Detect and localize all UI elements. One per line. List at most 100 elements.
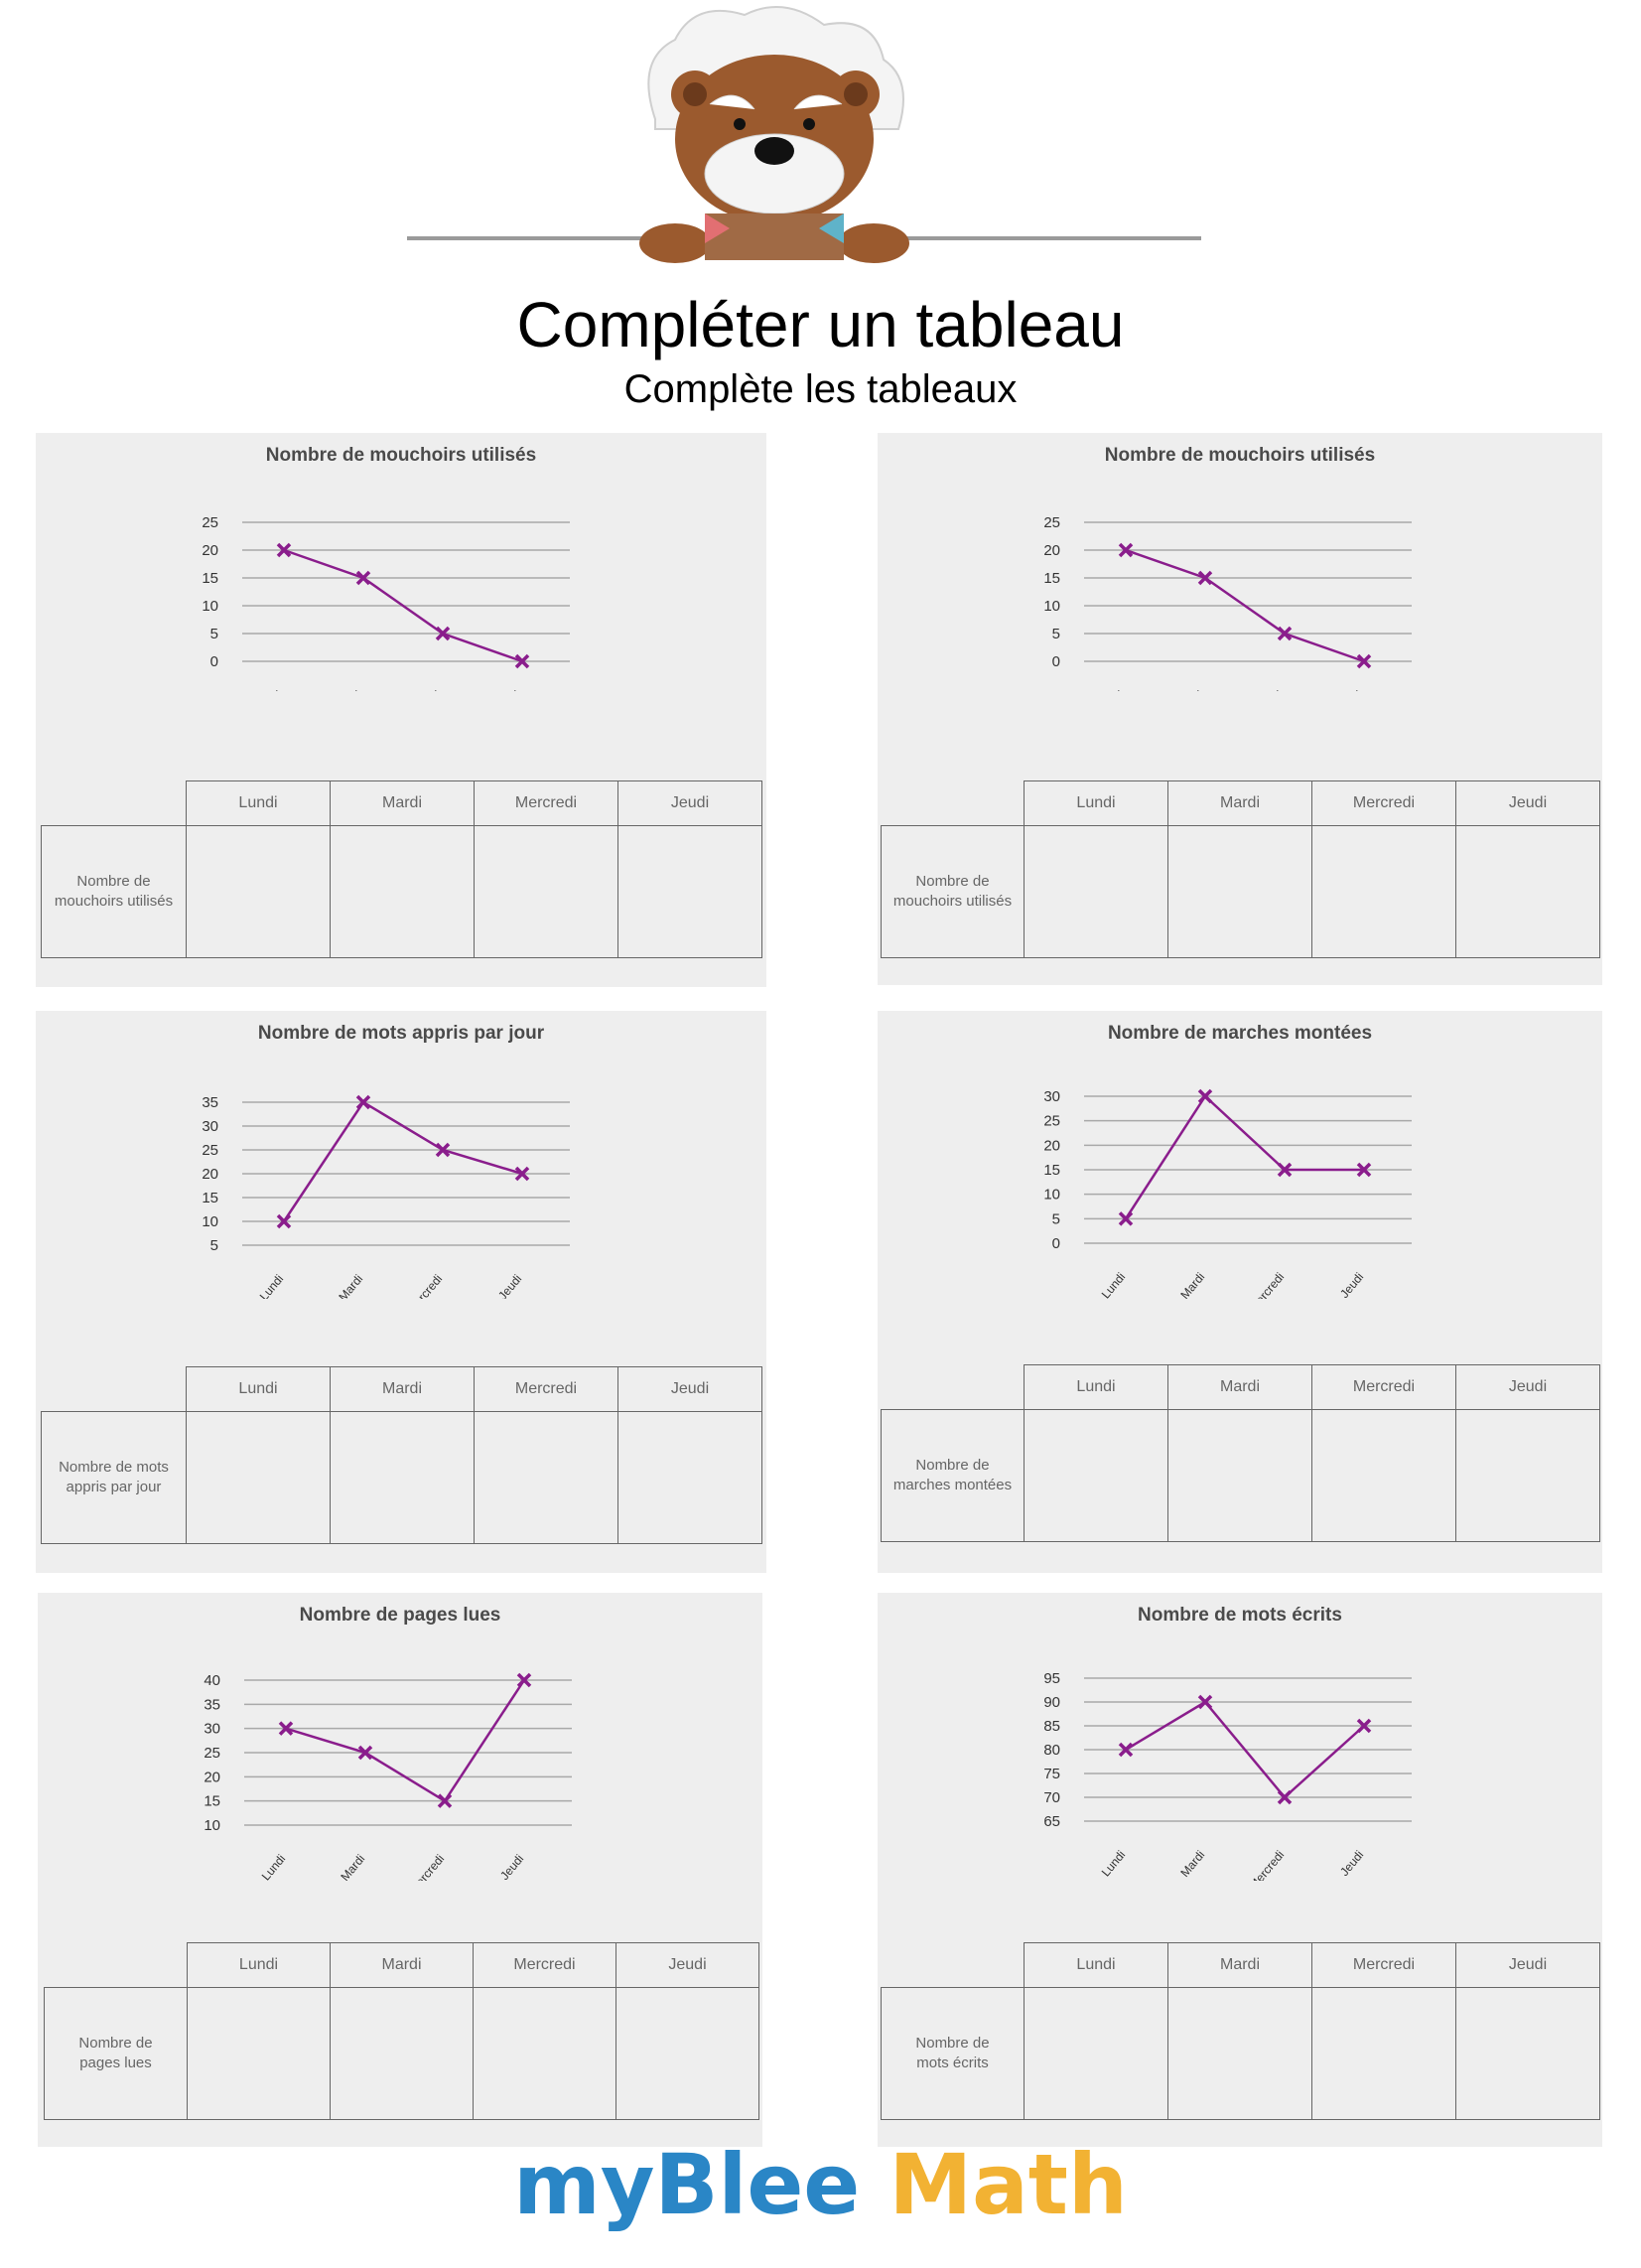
series-line [1125, 1700, 1365, 1799]
table-header-cell: Mercredi [474, 780, 618, 826]
data-point [516, 1672, 532, 1688]
answer-cell[interactable] [474, 825, 618, 958]
chart-title: Nombre de mots écrits [1138, 1605, 1342, 1626]
fill-table: Lundi Mardi Mercredi Jeudi Nombre de page… [44, 1942, 759, 2120]
x-tick-label: Mercredi [1247, 688, 1288, 691]
y-tick-label: 20 [202, 542, 218, 559]
answer-cell[interactable] [1167, 1409, 1312, 1542]
exercise-panel-5: Nombre de pages lues 10 15 20 25 30 35 40 Lundi… [38, 1593, 762, 2147]
x-tick-label: Mardi [1177, 1848, 1207, 1880]
row-label-line: Nombre de [915, 873, 990, 890]
answer-cell[interactable] [1024, 1409, 1168, 1542]
y-tick-label: 10 [202, 1213, 218, 1230]
answer-cell[interactable] [1455, 1409, 1600, 1542]
data-point [1118, 542, 1134, 558]
x-tick-label: Jeudi [1337, 1848, 1366, 1879]
y-tick-label: 20 [1043, 542, 1060, 559]
answer-cell[interactable] [1311, 1409, 1456, 1542]
table-header-cell: Mardi [330, 1942, 474, 1988]
x-tick-label: Jeudi [1337, 688, 1366, 691]
x-tick-label: Jeudi [497, 1852, 526, 1881]
row-label-line: marches montées [892, 1477, 1013, 1493]
answer-cell[interactable] [474, 1411, 618, 1544]
data-point [1277, 626, 1293, 641]
fill-table: Lundi Mardi Mercredi Jeudi Nombre de marc… [881, 1364, 1600, 1542]
chart-title: Nombre de mouchoirs utilisés [1104, 445, 1376, 466]
table-header-cell: Lundi [186, 1366, 331, 1412]
answer-cell[interactable] [617, 825, 762, 958]
marker-stroke [1197, 1088, 1213, 1104]
answer-cell[interactable] [617, 1411, 762, 1544]
x-tick-label: Lundi [259, 1852, 289, 1881]
answer-cell[interactable] [186, 1411, 331, 1544]
exercise-panel-2: Nombre de mouchoirs utilisés 0 5 10 15 20 25 L… [878, 433, 1602, 985]
y-tick-label: 0 [1052, 1235, 1060, 1252]
data-point [435, 1142, 451, 1158]
row-label-line: pages lues [79, 2055, 152, 2071]
exercise-panel-6: Nombre de mots écrits 65 70 75 80 85 90 95 Lund… [878, 1593, 1602, 2147]
answer-cell[interactable] [187, 1987, 331, 2120]
table-header-cell: Lundi [1024, 1942, 1168, 1988]
marker-stroke [357, 1745, 373, 1761]
y-tick-label: 25 [202, 514, 218, 531]
chart-title: Nombre de mots appris par jour [257, 1023, 545, 1044]
marker-stroke [1356, 1162, 1372, 1178]
answer-cell[interactable] [615, 1987, 759, 2120]
answer-cell[interactable] [1455, 1987, 1600, 2120]
y-tick-label: 0 [210, 653, 218, 670]
y-tick-label: 15 [202, 570, 218, 587]
y-tick-label: 10 [202, 598, 218, 615]
fill-table: Lundi Mardi Mercredi Jeudi Nombre de mots… [881, 1942, 1600, 2120]
x-tick-label: Mardi [1177, 688, 1207, 691]
y-tick-label: 90 [1043, 1694, 1060, 1711]
row-label-line: Nombre de mots [59, 1459, 169, 1476]
logo-math: Math [860, 2136, 1128, 2233]
data-point [357, 1745, 373, 1761]
answer-cell[interactable] [1311, 825, 1456, 958]
table-corner [42, 781, 187, 826]
x-tick-label: Mercredi [405, 1272, 446, 1299]
marker-stroke [1277, 1789, 1293, 1805]
answer-cell[interactable] [330, 825, 475, 958]
table-header-cell: Mardi [1167, 1942, 1312, 1988]
table-header-cell: Jeudi [617, 780, 762, 826]
y-tick-label: 95 [1043, 1670, 1060, 1687]
y-tick-label: 75 [1043, 1766, 1060, 1782]
marker-stroke [276, 542, 292, 558]
x-tick-label: Mercredi [1247, 1270, 1288, 1299]
marker-stroke [514, 1166, 530, 1182]
answer-cell[interactable] [473, 1987, 616, 2120]
marker-stroke [355, 1094, 371, 1110]
data-point [355, 1094, 371, 1110]
y-tick-label: 15 [204, 1793, 220, 1810]
y-tick-label: 10 [1043, 598, 1060, 615]
y-tick-label: 15 [1043, 1162, 1060, 1179]
answer-cell[interactable] [1167, 825, 1312, 958]
answer-cell[interactable] [1311, 1987, 1456, 2120]
data-point [278, 1721, 294, 1736]
table-header-cell: Mercredi [1311, 1942, 1456, 1988]
answer-cell[interactable] [1167, 1987, 1312, 2120]
data-point [1277, 1789, 1293, 1805]
answer-cell[interactable] [1455, 825, 1600, 958]
x-tick-label: Jeudi [495, 1272, 524, 1299]
line-chart: 10 15 20 25 30 35 40 Lundi Mardi Mercredi Jeudi [204, 1672, 572, 1881]
series-line [282, 1100, 523, 1222]
data-point [1356, 653, 1372, 669]
answer-cell[interactable] [330, 1987, 474, 2120]
table-header-cell: Jeudi [617, 1366, 762, 1412]
answer-cell[interactable] [1024, 1987, 1168, 2120]
chart-title: Nombre de pages lues [299, 1605, 501, 1626]
logo-myblee: myBlee [513, 2136, 861, 2233]
x-tick-label: Mercredi [405, 688, 446, 691]
row-label-line: mouchoirs utilisés [54, 893, 174, 910]
marker-stroke [276, 1213, 292, 1229]
answer-cell[interactable] [186, 825, 331, 958]
answer-cell[interactable] [1024, 825, 1168, 958]
bear-mascot-icon [407, 6, 1201, 263]
row-label-line: appris par jour [66, 1479, 162, 1495]
marker-stroke [1356, 1718, 1372, 1734]
y-tick-label: 25 [1043, 514, 1060, 531]
y-tick-label: 30 [202, 1118, 218, 1135]
answer-cell[interactable] [330, 1411, 475, 1544]
